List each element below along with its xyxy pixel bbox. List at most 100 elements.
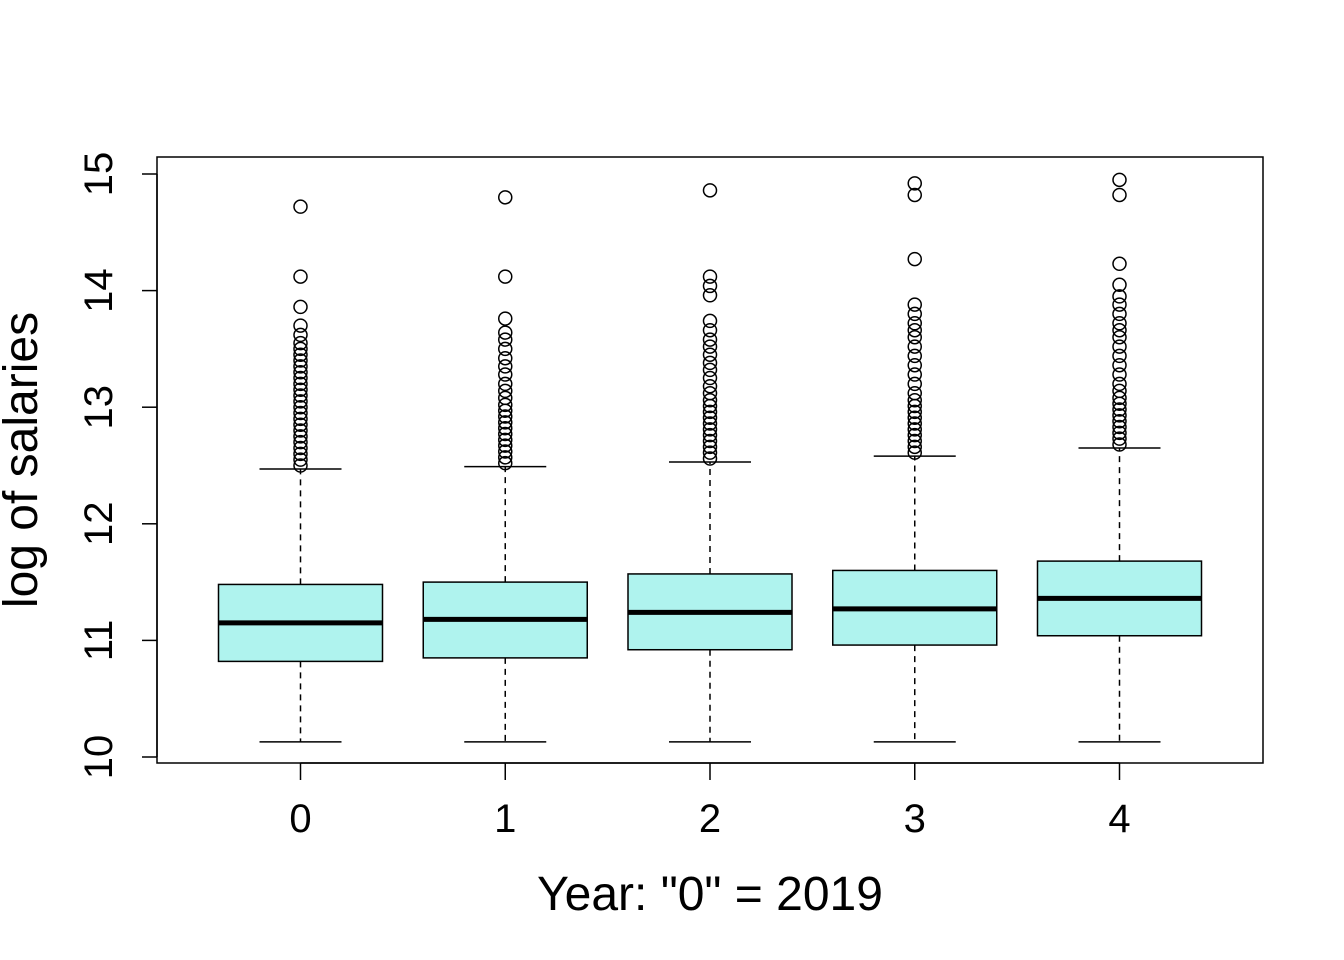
outlier-point [293,359,308,374]
outlier-point [907,427,922,443]
outlier-point [907,329,922,345]
outlier-point [907,348,922,364]
outlier-point [907,176,922,191]
outlier-point [702,410,718,425]
outlier-point [1112,383,1127,399]
outlier-point [702,416,718,431]
outlier-point [1112,297,1127,312]
outlier-point [702,288,718,303]
outlier-point [293,376,308,392]
box-group-3 [832,176,998,743]
outlier-point [293,417,308,432]
outlier-point [293,452,308,467]
outlier-point [498,269,513,284]
outlier-point [702,183,718,198]
outlier-point [498,420,513,436]
outlier-point [702,362,718,378]
outlier-point [702,378,718,394]
outlier-point [907,297,922,312]
x-tick-label: 0 [289,797,311,841]
outlier-point [1112,306,1127,322]
outlier-point [293,382,308,397]
outlier-point [702,347,718,362]
outlier-point [1112,256,1127,272]
outlier-point [498,450,513,465]
outlier-point [498,426,513,442]
outlier-point [498,444,513,459]
box-group-0 [217,199,384,743]
outlier-point [498,359,513,374]
outlier-point [702,451,718,466]
outlier-point [702,278,718,294]
outlier-point [1112,437,1127,452]
outlier-point [702,439,718,455]
outlier-point [293,429,308,444]
outlier-point [293,364,308,380]
outlier-point [498,383,513,399]
outlier-point [498,397,513,413]
outlier-point [907,385,922,401]
y-tick-label: 14 [77,268,121,313]
outlier-point [293,423,308,438]
outlier-point [498,432,513,448]
outlier-point [907,433,922,449]
outlier-point [907,306,922,322]
outlier-point [293,434,308,450]
outlier-point [293,347,308,362]
outlier-point [1112,348,1127,364]
y-tick-label: 13 [77,385,121,430]
outlier-point [702,445,718,460]
outlier-point [907,315,922,331]
outlier-point [498,455,513,471]
x-tick-label: 4 [1108,797,1130,841]
outlier-point [907,357,922,373]
outlier-point [293,269,308,284]
outlier-point [498,376,513,392]
outlier-point [1112,367,1127,382]
box-group-4 [1036,172,1203,743]
outlier-point [907,422,922,437]
outlier-point [293,394,308,409]
outlier-point [1112,425,1127,441]
outlier-point [293,199,308,214]
outlier-point [907,322,922,338]
outlier-point [702,332,718,347]
outlier-point [498,325,513,340]
outlier-point [907,251,922,267]
x-axis-label: Year: "0" = 2019 [537,868,883,921]
outlier-point [498,415,513,430]
outlier-point [907,404,922,420]
outlier-point [907,339,922,354]
outlier-point [293,299,308,315]
outlier-point [293,405,308,421]
outlier-point [498,438,513,453]
outlier-point [293,440,308,456]
outlier-point [1112,315,1127,331]
outlier-point [702,370,718,386]
box-group-2 [627,183,793,743]
y-tick-label: 15 [77,152,121,197]
outlier-point [293,458,308,473]
outlier-point [702,385,718,401]
outlier-point [702,313,718,329]
outlier-point [702,392,718,408]
outlier-point [293,388,308,403]
x-tick-label: 2 [699,797,721,841]
outlier-point [907,367,922,382]
outlier-point [907,445,922,460]
outlier-point [293,335,308,351]
outlier-point [293,341,308,357]
outlier-point [293,370,308,386]
y-axis: 10 11 12 13 14 15 [77,152,158,779]
outlier-point [498,367,513,382]
outlier-point [1112,419,1127,435]
outlier-point [702,433,718,449]
outlier-point [1112,390,1127,406]
outlier-point [1112,322,1127,338]
outlier-point [702,404,718,420]
outlier-point [498,332,513,347]
outlier-point [907,410,922,425]
outlier-point [498,311,513,326]
x-tick-label: 1 [494,797,516,841]
